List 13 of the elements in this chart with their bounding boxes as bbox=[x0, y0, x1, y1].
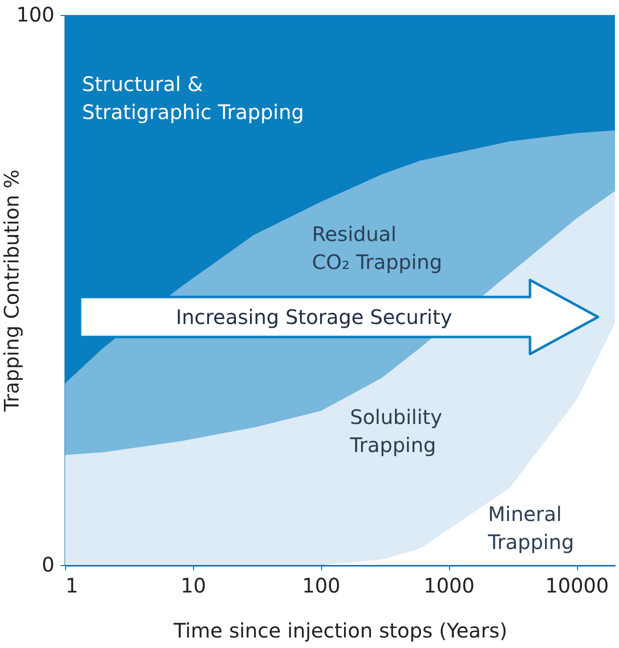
series-label: Mineral Trapping bbox=[487, 502, 574, 554]
x-tick-label: 1 bbox=[66, 574, 78, 598]
x-axis-title: Time since injection stops (Years) bbox=[172, 618, 508, 642]
x-tick-label: 1000 bbox=[424, 574, 475, 598]
y-tick-label: 0 bbox=[42, 552, 54, 576]
x-tick-label: 10 bbox=[180, 574, 206, 598]
x-tick-label: 100 bbox=[302, 574, 340, 598]
y-axis-title: Trapping Contribution % bbox=[0, 170, 24, 412]
series-label: Solubility Trapping bbox=[349, 405, 442, 457]
series-label: Residual CO₂ Trapping bbox=[312, 222, 442, 274]
x-tick-label: 10000 bbox=[545, 574, 609, 598]
annotation: Increasing Storage Security bbox=[176, 305, 452, 329]
series-label: Structural & Stratigraphic Trapping bbox=[82, 72, 304, 124]
